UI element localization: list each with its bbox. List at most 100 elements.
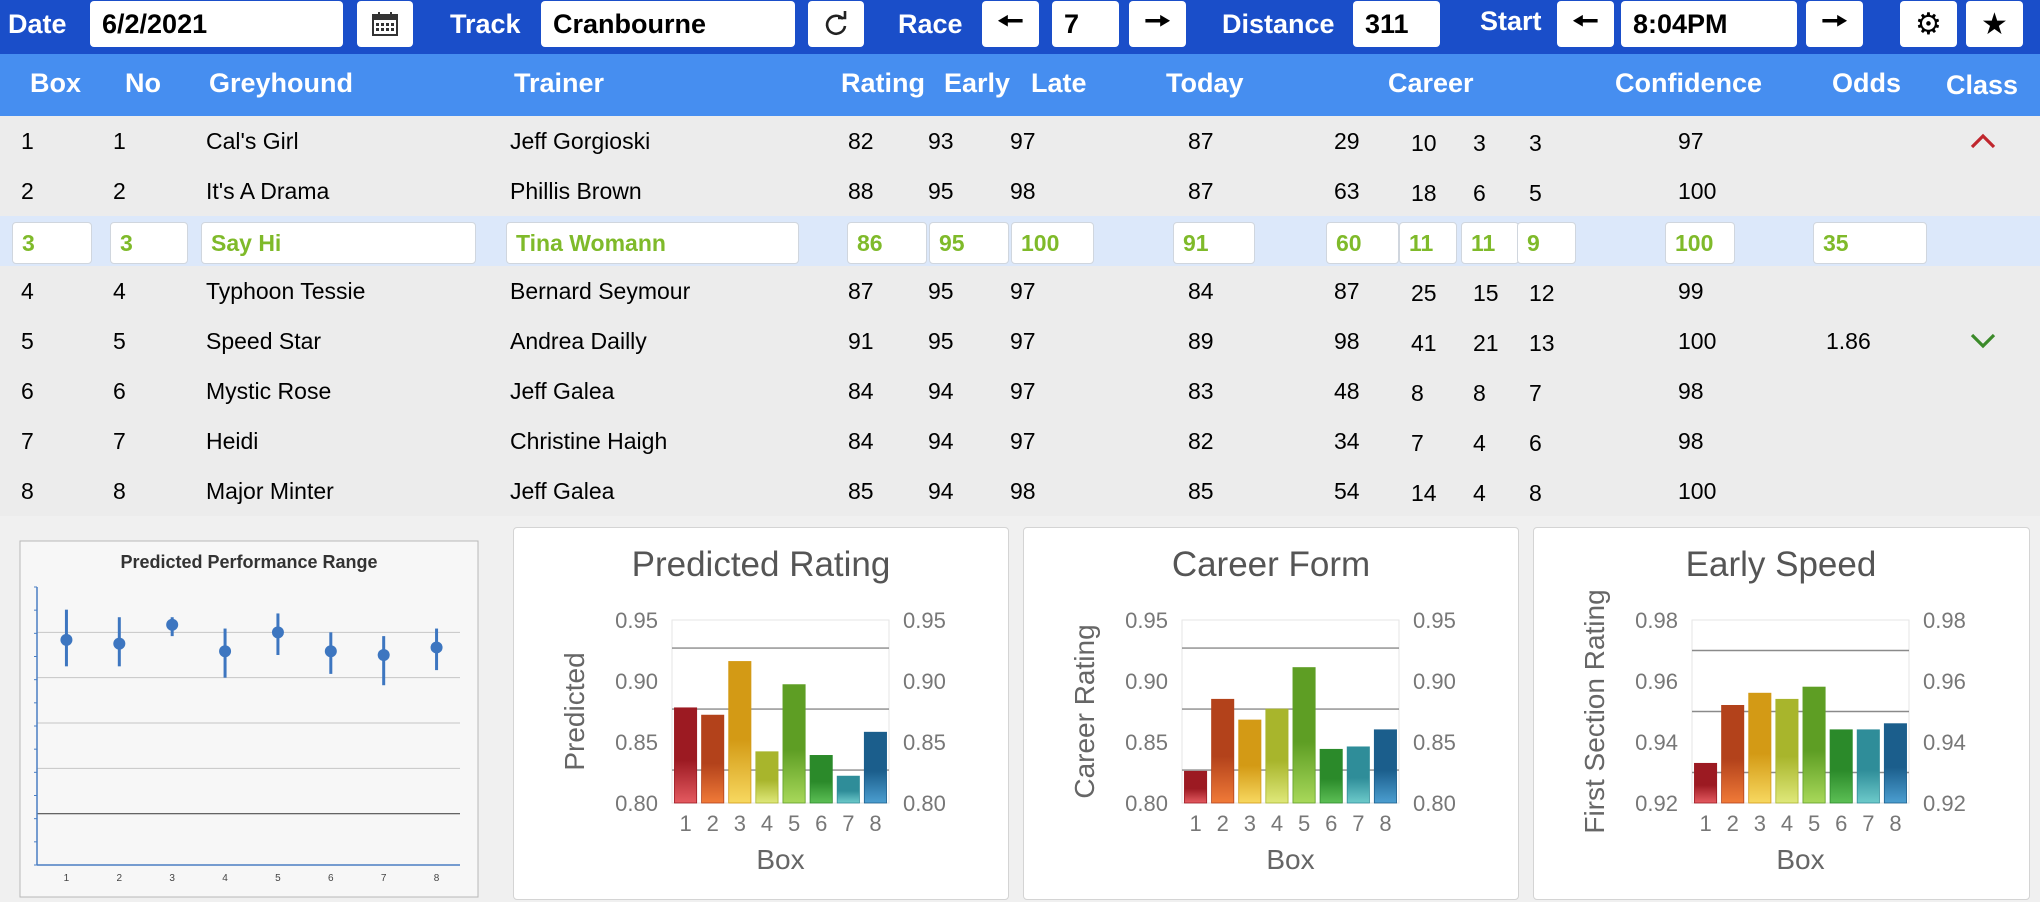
x-tick-label: 4: [761, 811, 773, 836]
bar: [1373, 729, 1397, 804]
cell-career-thirds[interactable]: 9: [1517, 222, 1576, 264]
cell-career-wins: 7: [1411, 430, 1424, 456]
x-tick-label: 8: [1379, 811, 1391, 836]
distance-label: Distance: [1222, 9, 1335, 39]
calendar-icon: [372, 12, 398, 36]
cell-early[interactable]: 95: [929, 222, 1009, 264]
header-confidence[interactable]: Confidence: [1615, 68, 1763, 98]
x-tick-label: 5: [1808, 811, 1820, 836]
header-class[interactable]: Class: [1946, 70, 2019, 100]
bar: [1748, 692, 1772, 804]
x-tick-label: 2: [1217, 811, 1229, 836]
cell-rating[interactable]: 86: [847, 222, 927, 264]
cell-today: 82: [1188, 428, 1214, 454]
refresh-button[interactable]: [808, 1, 864, 47]
bar: [1184, 770, 1208, 804]
table-row[interactable]: 4 4 Typhoon Tessie Bernard Seymour 87 95 97 84 8…: [0, 266, 2040, 316]
settings-button[interactable]: ⚙: [1900, 1, 1957, 47]
header-greyhound[interactable]: Greyhound: [209, 68, 354, 98]
favorite-button[interactable]: ★: [1966, 1, 2023, 47]
x-tick-label: 7: [1352, 811, 1364, 836]
start-field[interactable]: 8:04PM: [1621, 1, 1797, 47]
cell-box[interactable]: 3: [12, 222, 92, 264]
cell-late[interactable]: 100: [1011, 222, 1094, 264]
track-field[interactable]: Cranbourne: [541, 1, 795, 47]
cell-confidence: 97: [1678, 128, 1704, 154]
cell-trainer[interactable]: Tina Womann: [506, 222, 799, 264]
x-tick-label: 6: [1835, 811, 1847, 836]
range-point: [271, 626, 284, 639]
table-row[interactable]: 6 6 Mystic Rose Jeff Galea 84 94 97 83 48 8 8 7 98: [0, 366, 2040, 416]
cell-career-starts: 87: [1334, 278, 1360, 304]
date-field[interactable]: 6/2/2021: [90, 1, 343, 47]
cell-odds[interactable]: 35: [1813, 222, 1927, 264]
cell-no: 7: [113, 428, 126, 454]
cell-today[interactable]: 91: [1173, 222, 1255, 264]
cell-no: 1: [113, 128, 126, 154]
cell-trainer: Jeff Galea: [510, 478, 615, 504]
y-tick-label-right: 0.95: [1413, 608, 1456, 633]
start-next-button[interactable]: 🠖: [1806, 1, 1863, 47]
header-early[interactable]: Early: [944, 68, 1011, 98]
y-tick-label-right: 0.85: [903, 730, 946, 755]
race-next-button[interactable]: 🠖: [1129, 1, 1186, 47]
cell-today: 84: [1188, 278, 1214, 304]
header-career[interactable]: Career: [1388, 68, 1474, 98]
cell-early: 95: [928, 278, 954, 304]
chevron-up-icon: [1970, 133, 1996, 149]
bar: [728, 661, 752, 804]
cell-box: 8: [21, 478, 34, 504]
cell-career-thirds: 6: [1529, 430, 1542, 456]
arrow-right-icon: 🠖: [1821, 4, 1848, 38]
y-tick-label-left: 0.95: [615, 608, 658, 633]
range-point: [324, 645, 337, 658]
cell-box: 6: [21, 378, 34, 404]
header-late[interactable]: Late: [1031, 68, 1087, 98]
header-odds[interactable]: Odds: [1832, 68, 1902, 98]
bar: [1265, 708, 1289, 804]
cell-early: 95: [928, 328, 954, 354]
y-axis-label: Predicted: [559, 652, 590, 770]
cell-career-seconds: 15: [1473, 280, 1499, 306]
cell-trainer: Phillis Brown: [510, 178, 642, 204]
table-row[interactable]: 8 8 Major Minter Jeff Galea 85 94 98 85 54 14 4 8 10…: [0, 466, 2040, 516]
cell-confidence: 100: [1678, 328, 1717, 354]
cell-greyhound[interactable]: Say Hi: [201, 222, 476, 264]
start-label: Start: [1480, 6, 1542, 36]
table-row[interactable]: 2 2 It's A Drama Phillis Brown 88 95 98 87 63 18 6…: [0, 166, 2040, 216]
start-prev-button[interactable]: 🠔: [1557, 1, 1614, 47]
header-trainer[interactable]: Trainer: [514, 68, 605, 98]
chevron-down-icon: [1970, 333, 1996, 349]
header-no[interactable]: No: [125, 68, 161, 98]
cell-no[interactable]: 3: [110, 222, 188, 264]
x-tick-label: 4: [1271, 811, 1283, 836]
cell-career-wins[interactable]: 11: [1399, 222, 1457, 264]
calendar-button[interactable]: [357, 1, 413, 47]
cell-odds: 1.86: [1826, 328, 1871, 354]
table-row-selected[interactable]: 3 3 Say Hi Tina Womann 86 95 100 91 60 11 11 9 100 35: [0, 216, 2040, 266]
table-row[interactable]: 7 7 Heidi Christine Haigh 84 94 97 82 34 7 4 6 98: [0, 416, 2040, 466]
y-tick-label-right: 0.95: [903, 608, 946, 633]
cell-greyhound: Cal's Girl: [206, 128, 299, 154]
y-tick-label-right: 0.96: [1923, 669, 1966, 694]
table-row[interactable]: 1 1 Cal's Girl Jeff Gorgioski 82 93 97 87 29 10 3 3…: [0, 116, 2040, 166]
table-row[interactable]: 5 5 Speed Star Andrea Dailly 91 95 97 89 98 41 21 1…: [0, 316, 2040, 366]
bar: [701, 714, 725, 804]
cell-confidence[interactable]: 100: [1665, 222, 1735, 264]
header-box[interactable]: Box: [30, 68, 82, 98]
y-tick-label-left: 0.94: [1635, 730, 1678, 755]
distance-field[interactable]: 311: [1353, 1, 1440, 47]
cell-box: 2: [21, 178, 34, 204]
cell-career-starts[interactable]: 60: [1326, 222, 1399, 264]
x-tick-label: 8: [1889, 811, 1901, 836]
race-prev-button[interactable]: 🠔: [982, 1, 1039, 47]
header-rating[interactable]: Rating: [841, 68, 925, 98]
cell-career-seconds[interactable]: 11: [1461, 222, 1519, 264]
cell-today: 83: [1188, 378, 1214, 404]
x-tick-label: 7: [842, 811, 854, 836]
x-tick-label: 1: [679, 811, 691, 836]
cell-late: 97: [1010, 328, 1036, 354]
cell-career-seconds: 21: [1473, 330, 1499, 356]
header-today[interactable]: Today: [1166, 68, 1244, 98]
race-field[interactable]: 7: [1052, 1, 1119, 47]
